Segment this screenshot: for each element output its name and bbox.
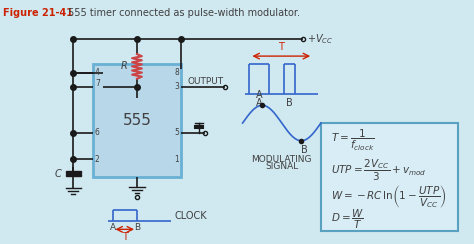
Text: 7: 7 bbox=[95, 79, 100, 88]
Text: A: A bbox=[256, 90, 263, 100]
Text: 2: 2 bbox=[95, 155, 100, 164]
Text: MODULATING: MODULATING bbox=[252, 154, 312, 163]
Text: 5: 5 bbox=[174, 128, 179, 137]
Text: $UTP = \dfrac{2V_{CC}}{3} + v_{mod}$: $UTP = \dfrac{2V_{CC}}{3} + v_{mod}$ bbox=[331, 158, 426, 183]
Text: 555: 555 bbox=[122, 113, 151, 128]
Text: CLOCK: CLOCK bbox=[174, 211, 207, 221]
Text: SIGNAL: SIGNAL bbox=[265, 163, 298, 171]
Text: 555 timer connected as pulse-width modulator.: 555 timer connected as pulse-width modul… bbox=[68, 8, 301, 18]
Text: $D = \dfrac{W}{T}$: $D = \dfrac{W}{T}$ bbox=[331, 208, 364, 231]
Text: OUTPUT: OUTPUT bbox=[188, 77, 224, 86]
Text: B: B bbox=[286, 98, 293, 108]
Text: T: T bbox=[122, 232, 128, 242]
Bar bbox=[65, 174, 81, 176]
Text: A: A bbox=[256, 98, 263, 108]
Text: Figure 21-41: Figure 21-41 bbox=[3, 8, 73, 18]
Text: 6: 6 bbox=[95, 128, 100, 137]
Text: $W = -RC\,\ln\!\left(1 - \dfrac{UTP}{V_{CC}}\right)$: $W = -RC\,\ln\!\left(1 - \dfrac{UTP}{V_{… bbox=[331, 183, 447, 210]
Bar bbox=[321, 123, 458, 231]
Text: 4: 4 bbox=[95, 68, 100, 77]
Text: B: B bbox=[134, 224, 140, 233]
Text: 3: 3 bbox=[174, 82, 179, 91]
Text: $T = \dfrac{1}{f_{clock}}$: $T = \dfrac{1}{f_{clock}}$ bbox=[331, 128, 374, 153]
Text: B: B bbox=[301, 145, 308, 155]
Text: 1: 1 bbox=[174, 155, 179, 164]
Text: R: R bbox=[120, 61, 127, 71]
Text: 8: 8 bbox=[174, 68, 179, 77]
Text: C: C bbox=[55, 169, 62, 179]
Text: $+V_{CC}$: $+V_{CC}$ bbox=[307, 32, 334, 46]
Text: A: A bbox=[109, 224, 116, 233]
Text: T: T bbox=[278, 42, 284, 52]
Bar bbox=[93, 64, 181, 177]
Bar bbox=[65, 171, 81, 173]
